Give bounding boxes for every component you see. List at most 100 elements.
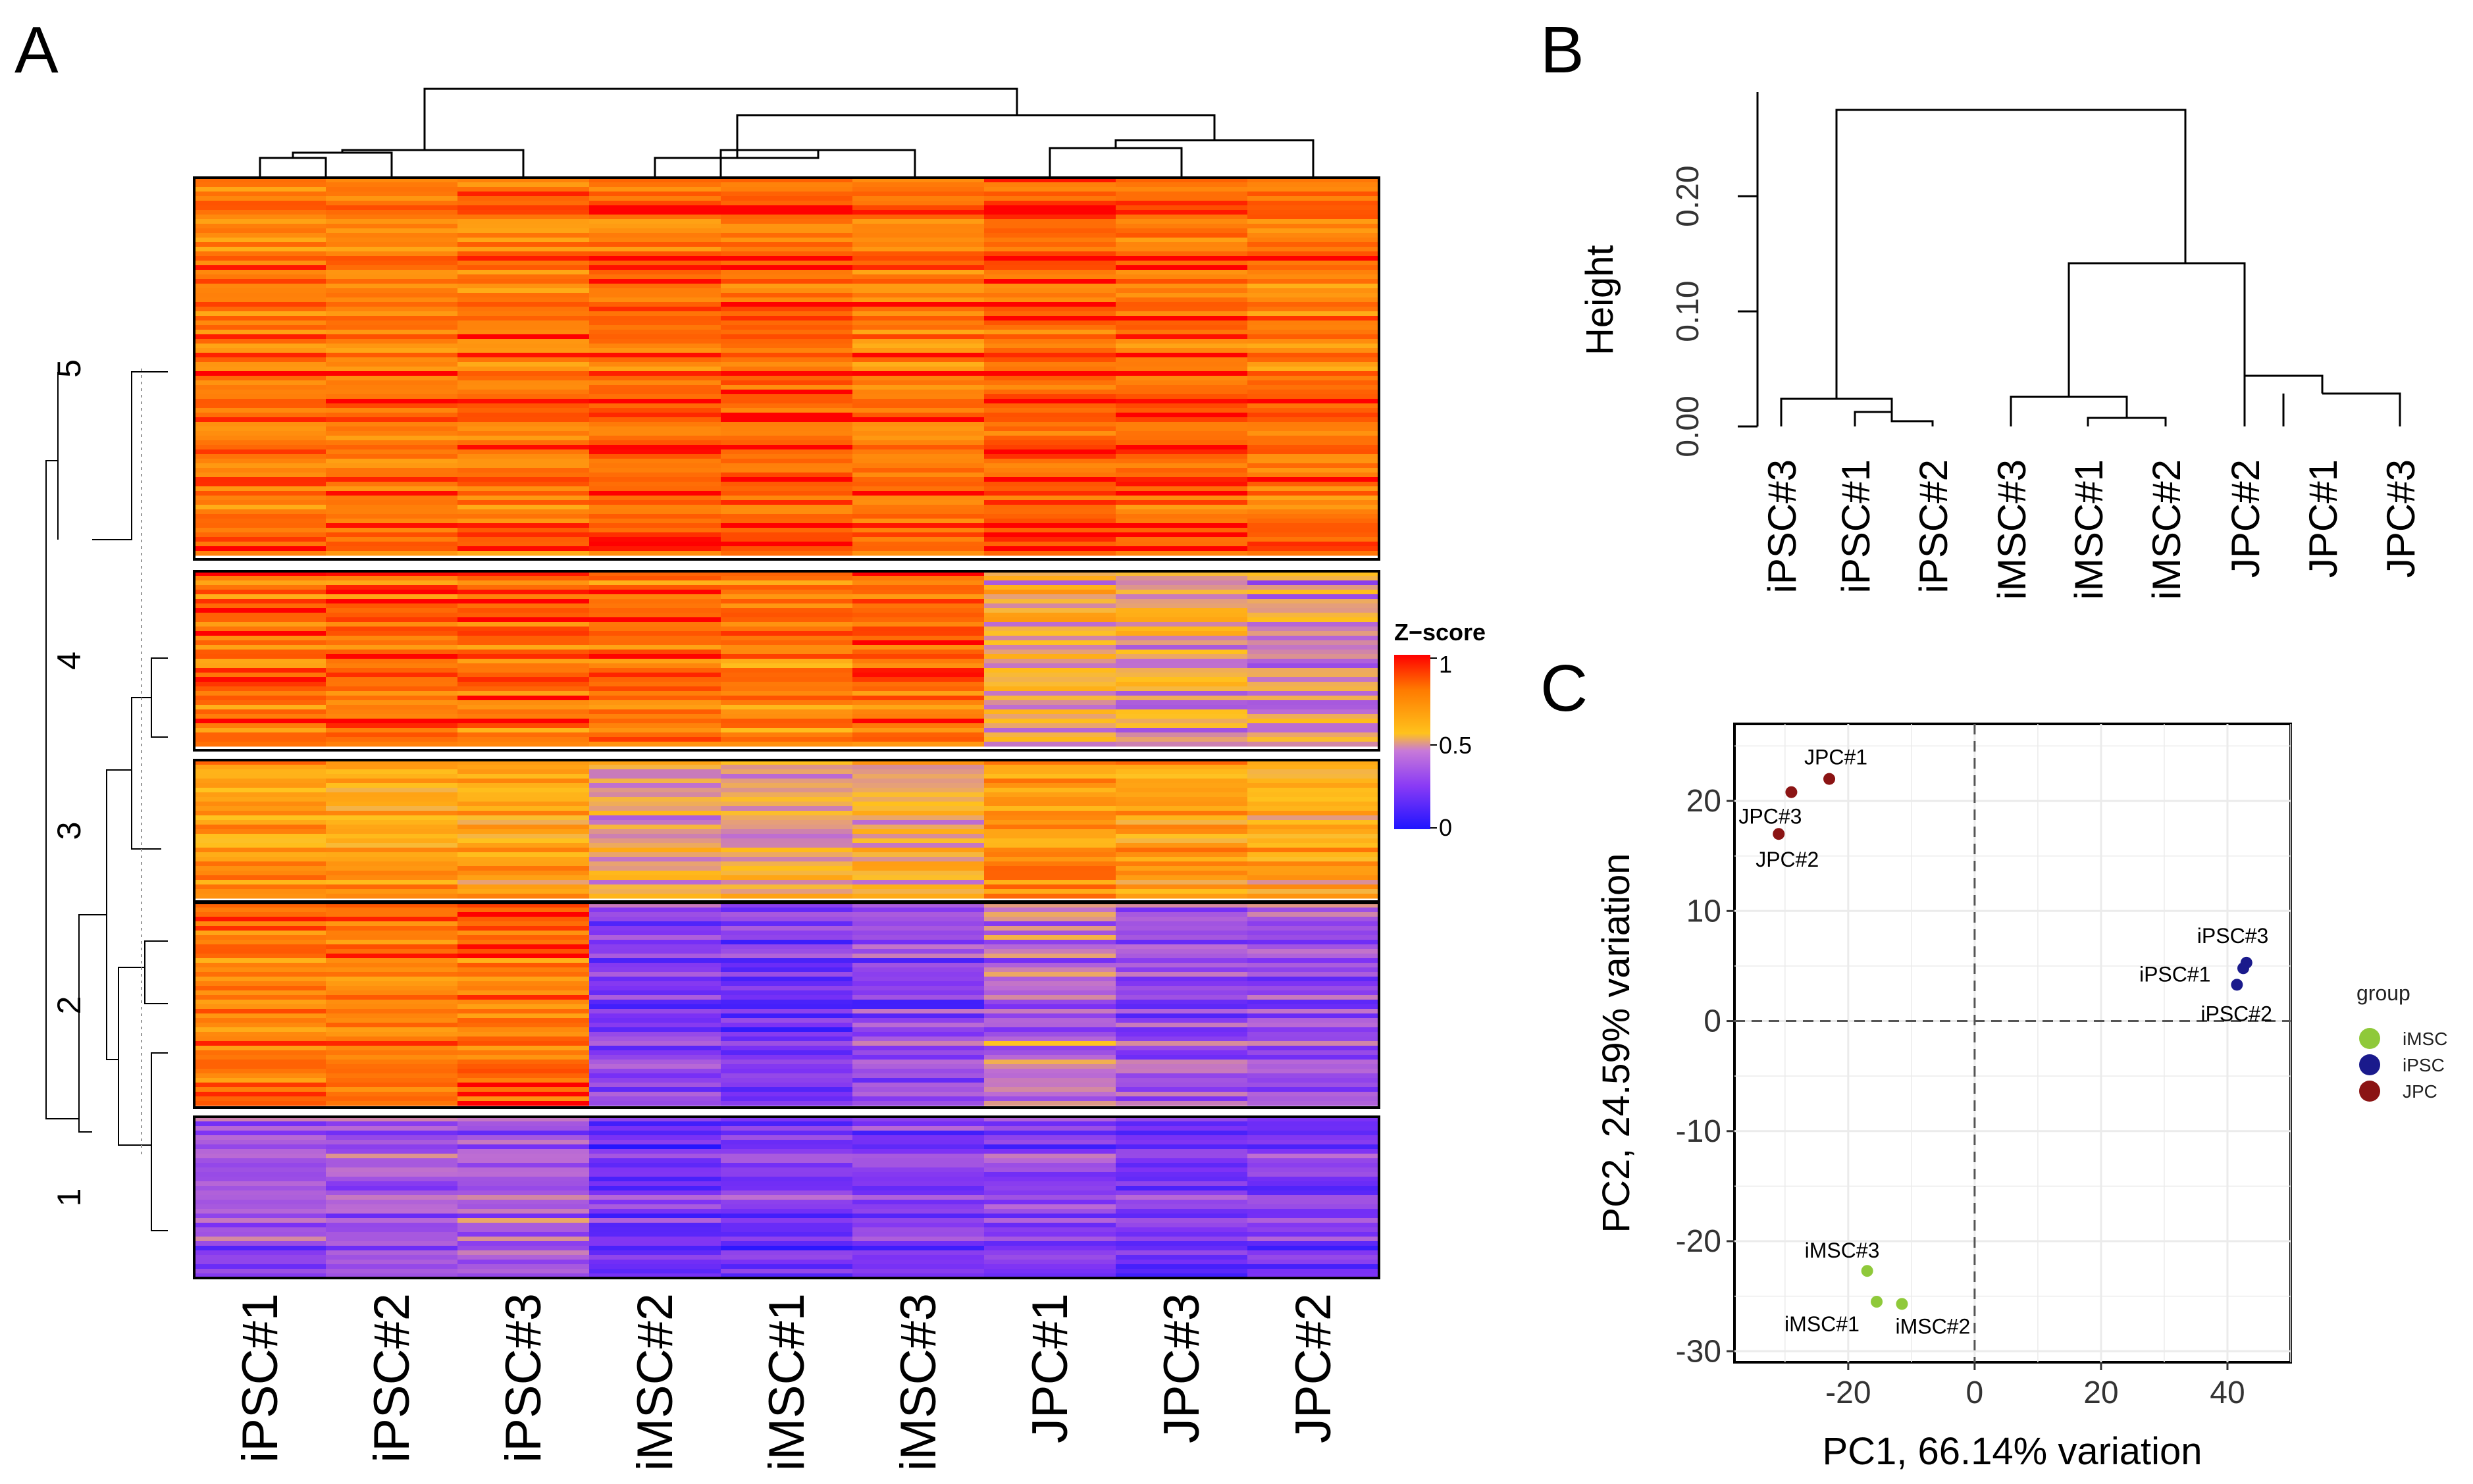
heatmap-cell bbox=[1247, 215, 1380, 220]
heatmap-cell bbox=[326, 700, 458, 705]
heatmap-cell bbox=[721, 986, 853, 991]
heatmap-cell bbox=[457, 339, 590, 344]
heatmap-cell bbox=[194, 889, 326, 894]
heatmap-cell bbox=[852, 908, 985, 913]
heatmap-cell bbox=[194, 995, 326, 1000]
heatmap-cell bbox=[589, 1204, 721, 1210]
heatmap-cell bbox=[852, 884, 985, 890]
heatmap-cell bbox=[1247, 622, 1380, 627]
heatmap-cell bbox=[1116, 1223, 1248, 1228]
heatmap-cell bbox=[1247, 403, 1380, 409]
heatmap-cell bbox=[589, 792, 721, 798]
heatmap-cell bbox=[457, 371, 590, 376]
heatmap-cell bbox=[721, 871, 853, 876]
heatmap-cell bbox=[721, 339, 853, 344]
heatmap-cell bbox=[1247, 1121, 1380, 1127]
heatmap-cell bbox=[457, 279, 590, 284]
heatmap-cell bbox=[194, 274, 326, 280]
heatmap-cell bbox=[194, 431, 326, 436]
heatmap-cell bbox=[852, 838, 985, 844]
heatmap-cell bbox=[326, 668, 458, 673]
heatmap-cell bbox=[457, 390, 590, 395]
heatmap-cell bbox=[589, 367, 721, 372]
heatmap-cell bbox=[589, 1218, 721, 1223]
heatmap-cell bbox=[457, 1131, 590, 1136]
heatmap-cell bbox=[1247, 357, 1380, 363]
heatmap-cell bbox=[194, 986, 326, 991]
heatmap-cell bbox=[194, 440, 326, 446]
heatmap-cell bbox=[1247, 935, 1380, 940]
heatmap-cell bbox=[852, 413, 985, 418]
heatmap-cell bbox=[589, 1087, 721, 1092]
heatmap-cell bbox=[1247, 788, 1380, 793]
heatmap-cell bbox=[326, 580, 458, 586]
heatmap-cell bbox=[721, 463, 853, 469]
heatmap-cell bbox=[984, 774, 1116, 779]
heatmap-cell bbox=[589, 848, 721, 853]
heatmap-cell bbox=[194, 1117, 326, 1122]
heatmap-cell bbox=[457, 523, 590, 528]
row-cluster-label: 1 bbox=[51, 1189, 88, 1207]
heatmap-cell bbox=[852, 224, 985, 229]
heatmap-cell bbox=[721, 1009, 853, 1014]
heatmap-cell bbox=[326, 622, 458, 627]
heatmap-cell bbox=[589, 505, 721, 510]
heatmap-cell bbox=[721, 261, 853, 266]
heatmap-cell bbox=[194, 834, 326, 839]
heatmap-cell bbox=[326, 723, 458, 729]
heatmap-cell bbox=[984, 178, 1116, 183]
heatmap-cell bbox=[1247, 654, 1380, 659]
heatmap-cell bbox=[984, 1060, 1116, 1065]
heatmap-cell bbox=[852, 843, 985, 848]
heatmap-cell bbox=[721, 1131, 853, 1136]
heatmap-cell bbox=[589, 723, 721, 729]
pca-x-tick-label: 20 bbox=[2083, 1375, 2118, 1410]
heatmap-cell bbox=[1247, 617, 1380, 623]
heatmap-cell bbox=[457, 742, 590, 747]
heatmap-cell bbox=[1247, 1096, 1380, 1102]
heatmap-cell bbox=[194, 838, 326, 844]
heatmap-cell bbox=[1116, 1214, 1248, 1219]
heatmap-cell bbox=[1116, 926, 1248, 931]
heatmap-cell bbox=[589, 293, 721, 298]
pca-legend-label: iMSC bbox=[2403, 1029, 2447, 1049]
heatmap-cell bbox=[326, 811, 458, 816]
heatmap-cell bbox=[1247, 825, 1380, 830]
heatmap-cell bbox=[1116, 546, 1248, 551]
heatmap-cell bbox=[984, 705, 1116, 710]
heatmap-cell bbox=[589, 788, 721, 793]
heatmap-cell bbox=[1247, 673, 1380, 678]
heatmap-cell bbox=[457, 408, 590, 413]
heatmap-cell bbox=[721, 843, 853, 848]
heatmap-cell bbox=[984, 1023, 1116, 1028]
heatmap-cell bbox=[1247, 542, 1380, 547]
heatmap-cell bbox=[589, 1214, 721, 1219]
heatmap-cell bbox=[984, 1126, 1116, 1131]
heatmap-cell bbox=[1247, 1117, 1380, 1122]
heatmap-cell bbox=[1116, 311, 1248, 317]
heatmap-cell bbox=[852, 617, 985, 623]
heatmap-cell bbox=[326, 1032, 458, 1037]
heatmap-cell bbox=[852, 357, 985, 363]
heatmap-cell bbox=[194, 640, 326, 646]
dendro-leaf-label: JPC#1 bbox=[2301, 459, 2345, 578]
dendro-leaf-label: iMSC#2 bbox=[2145, 459, 2189, 600]
heatmap-cell bbox=[194, 866, 326, 871]
heatmap-cell bbox=[194, 1131, 326, 1136]
heatmap-cell bbox=[852, 921, 985, 927]
heatmap-cell bbox=[589, 1004, 721, 1010]
heatmap-cell bbox=[457, 765, 590, 770]
heatmap-cell bbox=[589, 737, 721, 742]
heatmap-cell bbox=[1247, 1060, 1380, 1065]
heatmap-cell bbox=[1247, 806, 1380, 811]
heatmap-cell bbox=[1247, 1181, 1380, 1187]
heatmap-cell bbox=[1247, 178, 1380, 183]
heatmap-cell bbox=[194, 617, 326, 623]
heatmap-cell bbox=[1116, 880, 1248, 885]
heatmap-cell bbox=[589, 935, 721, 940]
heatmap-cell bbox=[457, 843, 590, 848]
heatmap-cell bbox=[194, 325, 326, 330]
heatmap-cell bbox=[1247, 1126, 1380, 1131]
heatmap-cell bbox=[589, 491, 721, 496]
heatmap-cell bbox=[589, 357, 721, 363]
